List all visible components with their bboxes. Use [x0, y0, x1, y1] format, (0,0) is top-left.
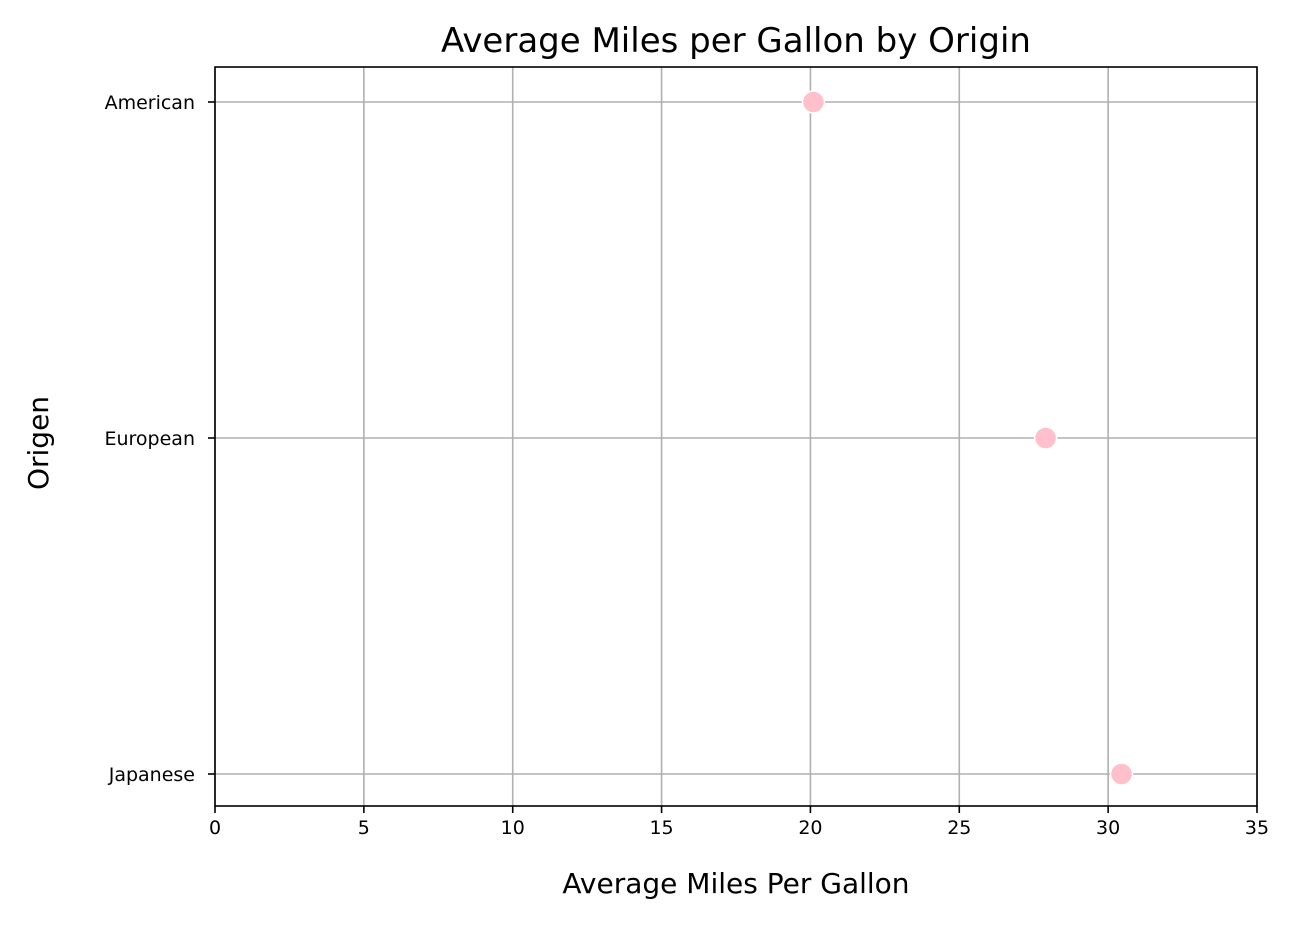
x-tick-label: 20: [798, 817, 822, 839]
data-point: [801, 90, 826, 114]
y-tick-label: American: [105, 92, 195, 114]
grid-layer: [214, 67, 1258, 806]
ticks-layer: 0 5 10 15 20 25 30 35 American European Japanese: [104, 92, 1269, 839]
x-tick-label: 25: [947, 817, 971, 839]
y-tick-label: Japanese: [108, 764, 195, 786]
x-tick-label: 5: [358, 817, 370, 839]
y-axis-label: Origen: [22, 396, 55, 490]
x-tick-label: 30: [1096, 817, 1120, 839]
x-tick-label: 35: [1245, 817, 1269, 839]
plot-frame: [214, 66, 1258, 807]
marks-layer: [801, 90, 1134, 786]
x-tick-label: 0: [209, 817, 221, 839]
x-tick-label: 10: [501, 817, 525, 839]
x-axis-label: Average Miles Per Gallon: [562, 867, 909, 900]
data-point: [1033, 426, 1058, 450]
y-tick-label: European: [104, 428, 195, 450]
x-tick-label: 15: [649, 817, 673, 839]
chart-title: Average Miles per Gallon by Origin: [441, 21, 1031, 61]
data-point: [1109, 762, 1134, 786]
